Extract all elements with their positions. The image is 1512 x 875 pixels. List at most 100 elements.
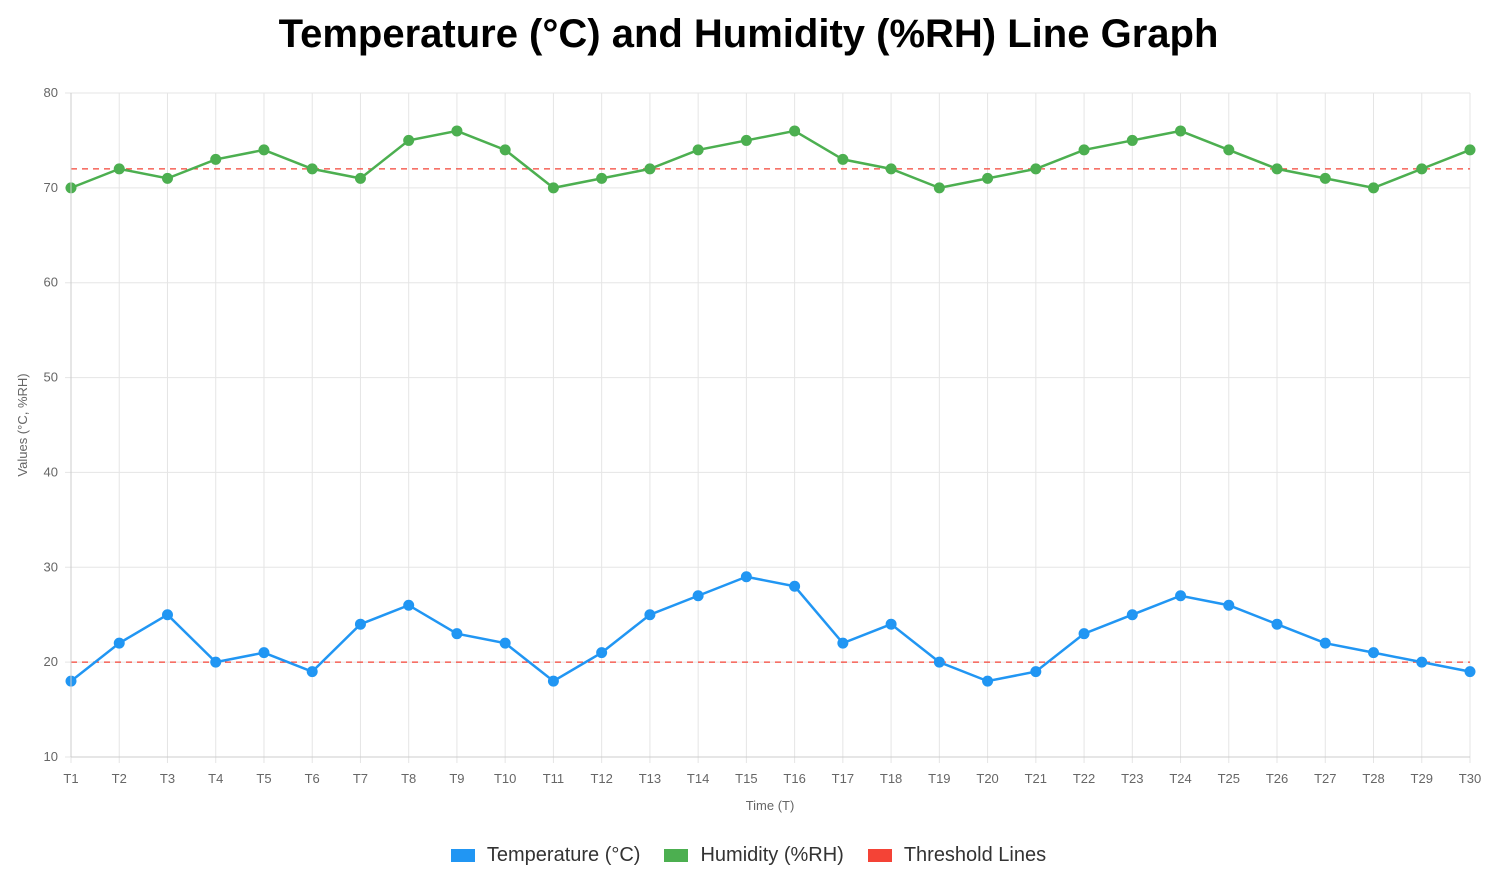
humidity-point [306,163,318,175]
temperature-point [1078,628,1090,640]
chart-title: Temperature (°C) and Humidity (%RH) Line… [278,12,1219,56]
x-tick-label: T21 [1025,771,1047,786]
y-tick-label: 80 [44,85,58,100]
humidity-point [451,125,463,137]
temperature-point [451,628,463,640]
temperature-point [789,580,801,592]
legend-label-temperature: Temperature (°C) [486,844,641,866]
y-tick-label: 10 [44,749,58,764]
legend-swatch-temperature [450,849,475,862]
y-tick-label: 60 [44,275,58,290]
x-tick-label: T13 [639,771,661,786]
x-tick-label: T25 [1218,771,1240,786]
y-tick-label: 50 [44,370,58,385]
series-lines [65,125,1476,687]
humidity-point [1464,144,1476,156]
x-tick-label: T28 [1362,771,1384,786]
temperature-point [933,656,945,668]
x-tick-label: T18 [880,771,902,786]
temperature-point [885,618,897,630]
humidity-point [1368,182,1380,194]
temperature-point [596,647,608,659]
x-tick-label: T29 [1411,771,1433,786]
line-chart: 10 20 30 40 50 60 70 80 T1 T2 T3 T4 T5 T6 T7 T8 T9 T10 T11… [15,85,1482,813]
humidity-point [1126,134,1138,146]
x-tick-label: T26 [1266,771,1288,786]
legend-label-humidity: Humidity (%RH) [700,844,844,866]
x-tick-label: T4 [208,771,223,786]
temperature-point [210,656,222,668]
humidity-point [692,144,704,156]
legend-item-temperature[interactable]: Temperature (°C) [450,844,641,867]
x-tick-label: T1 [63,771,78,786]
legend-swatch-threshold [867,849,892,862]
temperature-point [1175,590,1187,602]
humidity-point [837,153,849,165]
x-tick-label: T5 [256,771,271,786]
x-tick-label: T23 [1121,771,1143,786]
temperature-point [1319,637,1331,649]
x-tick-label: T19 [928,771,950,786]
x-tick-label: T17 [832,771,854,786]
x-tick-label: T11 [543,771,564,786]
x-tick-label: T7 [353,771,368,786]
humidity-point [789,125,801,137]
x-tick-label: T14 [687,771,709,786]
humidity-point [499,144,511,156]
y-tick-label: 70 [44,180,58,195]
temperature-point [354,618,366,630]
temperature-point [837,637,849,649]
temperature-point [644,609,656,621]
legend-item-humidity[interactable]: Humidity (%RH) [664,844,844,867]
temperature-point [306,666,318,678]
legend-swatch-humidity [664,849,689,862]
humidity-point [161,172,173,184]
humidity-point [933,182,945,194]
temperature-point [258,647,270,659]
x-tick-label: T8 [401,771,416,786]
series-line-temperature [70,575,1471,683]
humidity-point [982,172,994,184]
x-tick-label: T24 [1169,771,1191,786]
humidity-point [740,134,752,146]
humidity-point [403,134,415,146]
temperature-point [547,675,559,687]
temperature-point [1416,656,1428,668]
temperature-point [982,675,994,687]
humidity-point [258,144,270,156]
humidity-point [1030,163,1042,175]
temperature-point [499,637,511,649]
x-tick-label: T2 [112,771,127,786]
axes: 10 20 30 40 50 60 70 80 T1 T2 T3 T4 T5 T6 T7 T8 T9 T10 T11… [44,85,1482,786]
x-tick-label: T20 [976,771,998,786]
temperature-point [403,599,415,611]
legend-label-threshold: Threshold Lines [903,844,1047,866]
y-tick-label: 30 [44,559,58,574]
temperature-point [1126,609,1138,621]
humidity-point [1271,163,1283,175]
x-tick-label: T3 [160,771,175,786]
humidity-point [1319,172,1331,184]
x-tick-label: T12 [590,771,612,786]
temperature-point [692,590,704,602]
temperature-point [1030,666,1042,678]
x-tick-label: T30 [1459,771,1481,786]
humidity-point [1223,144,1235,156]
series-line-humidity [70,129,1471,190]
temperature-point [161,609,173,621]
temperature-point [1271,618,1283,630]
temperature-point [113,637,125,649]
humidity-point [1416,163,1428,175]
temperature-point [740,571,752,583]
humidity-point [644,163,656,175]
x-tick-label: T16 [783,771,805,786]
x-tick-label: T10 [494,771,516,786]
x-axis-label: Time (T) [746,798,795,813]
x-tick-label: T6 [305,771,320,786]
humidity-point [885,163,897,175]
temperature-point [1464,666,1476,678]
humidity-point [1175,125,1187,137]
y-tick-label: 40 [44,464,58,479]
x-tick-label: T22 [1073,771,1095,786]
legend-item-threshold[interactable]: Threshold Lines [867,844,1047,867]
